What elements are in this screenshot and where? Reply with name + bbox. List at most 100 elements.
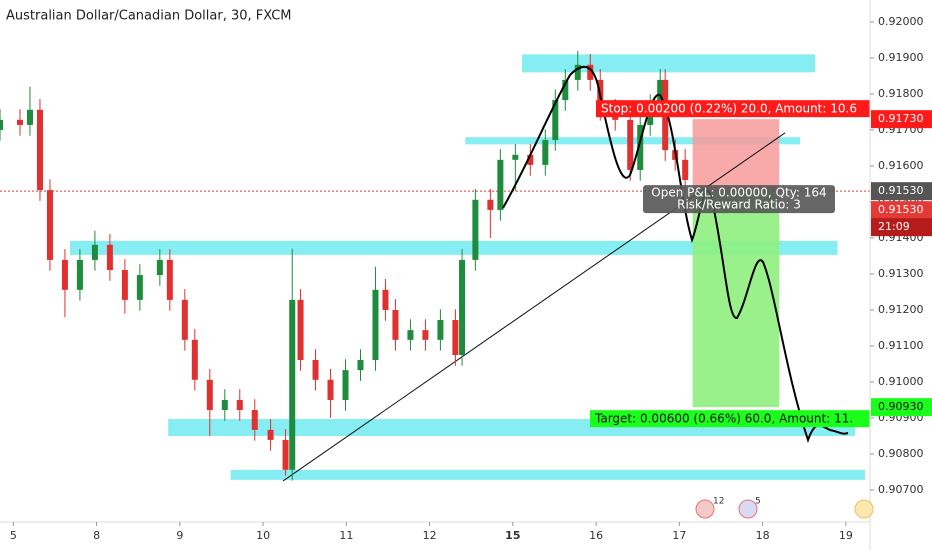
- candle-body: [297, 299, 304, 360]
- stop-label: Stop: 0.00200 (0.22%) 20.0, Amount: 10.6: [601, 102, 857, 116]
- candle-body: [26, 109, 33, 125]
- candle-body: [289, 299, 296, 470]
- candle-body: [627, 119, 634, 170]
- y-tick-label: 0.91100: [878, 339, 924, 352]
- x-tick-label: 18: [756, 529, 770, 542]
- candle-body: [459, 259, 466, 355]
- candle-body: [221, 399, 228, 411]
- x-tick-label: 10: [256, 529, 270, 542]
- candle-body: [206, 379, 213, 411]
- y-tick-label: 0.90700: [878, 483, 924, 496]
- y-tick-label: 0.91600: [878, 159, 924, 172]
- candle-body: [106, 244, 113, 270]
- candle-body: [407, 330, 414, 340]
- y-tick-label: 0.92000: [878, 15, 924, 28]
- candle-body: [312, 360, 319, 380]
- candle-body: [282, 439, 289, 470]
- candle-body: [191, 339, 198, 380]
- candle-body: [327, 379, 334, 400]
- candle-body: [392, 309, 399, 340]
- x-tick-label: 11: [339, 529, 353, 542]
- price-tag-box: [871, 398, 932, 417]
- candle-body: [527, 154, 534, 165]
- candle-body: [562, 79, 569, 101]
- pnl-label: Open P&L: 0.00000, Qty: 164: [651, 186, 826, 200]
- event-count: 12: [713, 497, 724, 507]
- candle-body: [236, 399, 243, 411]
- candle-body: [637, 124, 644, 170]
- x-tick-label: 15: [505, 529, 520, 542]
- candle-body: [181, 299, 188, 340]
- price-tag: 0.91530: [878, 203, 924, 216]
- candle-body: [136, 275, 143, 300]
- candle-body: [36, 109, 43, 191]
- candle-body: [372, 289, 379, 360]
- candle-body: [587, 64, 594, 80]
- event-icon: [695, 499, 715, 519]
- candle-body: [76, 259, 83, 290]
- candle-body: [267, 429, 274, 440]
- event-count: 5: [755, 497, 761, 507]
- price-tag-box: [871, 201, 932, 220]
- candle-body: [542, 140, 549, 165]
- rr-label: Risk/Reward Ratio: 3: [677, 198, 801, 212]
- candle-body: [251, 410, 258, 430]
- candle-body: [342, 370, 349, 400]
- candle-body: [357, 360, 364, 371]
- event-icon: [738, 499, 758, 519]
- chart-title: Australian Dollar/Canadian Dollar, 30, F…: [6, 9, 292, 24]
- x-tick-label: 12: [423, 529, 437, 542]
- support-zone: [69, 240, 838, 255]
- candle-body: [91, 244, 98, 260]
- candle-body: [497, 159, 504, 210]
- pnl-box: [643, 185, 835, 214]
- y-tick-label: 0.90800: [878, 447, 924, 460]
- x-tick-label: 8: [93, 529, 100, 542]
- price-tag-box: [871, 182, 932, 201]
- candle-body: [552, 100, 559, 141]
- candle-body: [16, 119, 23, 125]
- price-tag: 21:09: [878, 220, 910, 233]
- x-tick-label: 16: [589, 529, 603, 542]
- x-tick-label: 9: [176, 529, 183, 542]
- target-label: Target: 0.00600 (0.66%) 60.0, Amount: 11…: [594, 412, 853, 426]
- candle-body: [166, 259, 173, 300]
- y-tick-label: 0.91300: [878, 267, 924, 280]
- y-tick-label: 0.91000: [878, 375, 924, 388]
- y-tick-label: 0.91800: [878, 87, 924, 100]
- candle-body: [422, 330, 429, 340]
- candle-body: [61, 259, 68, 290]
- event-icons: 12 5: [695, 497, 874, 519]
- y-tick-label: 0.91200: [878, 303, 924, 316]
- y-tick-label: 0.91900: [878, 51, 924, 64]
- candle-body: [156, 259, 163, 276]
- x-tick-label: 5: [10, 529, 17, 542]
- candle-body: [682, 159, 689, 180]
- price-tag: 0.91730: [878, 112, 924, 125]
- candle-body: [657, 79, 664, 106]
- candle-body: [452, 320, 459, 355]
- x-tick-label: 17: [672, 529, 686, 542]
- price-tag: 0.91530: [878, 184, 924, 197]
- target-label-box: [590, 410, 870, 428]
- stop-zone: [692, 119, 780, 192]
- price-tag-box: [871, 110, 932, 129]
- candle-body: [437, 320, 444, 340]
- candle-body: [121, 270, 128, 300]
- event-icon: [854, 499, 874, 519]
- price-tag: 0.90930: [878, 400, 924, 413]
- target-zone: [692, 191, 780, 408]
- stop-label-box: [596, 100, 870, 118]
- candle-body: [0, 119, 3, 130]
- candle-body: [487, 199, 494, 210]
- candle-body: [46, 190, 53, 260]
- support-zone: [522, 54, 816, 73]
- candle-body: [512, 154, 519, 160]
- x-tick-label: 19: [839, 529, 853, 542]
- plot-area: Stop: 0.00200 (0.22%) 20.0, Amount: 10.6…: [0, 50, 870, 482]
- price-tag-box: [871, 218, 932, 237]
- candle-body: [472, 199, 479, 260]
- candle-body: [574, 64, 581, 80]
- support-zone: [230, 469, 866, 480]
